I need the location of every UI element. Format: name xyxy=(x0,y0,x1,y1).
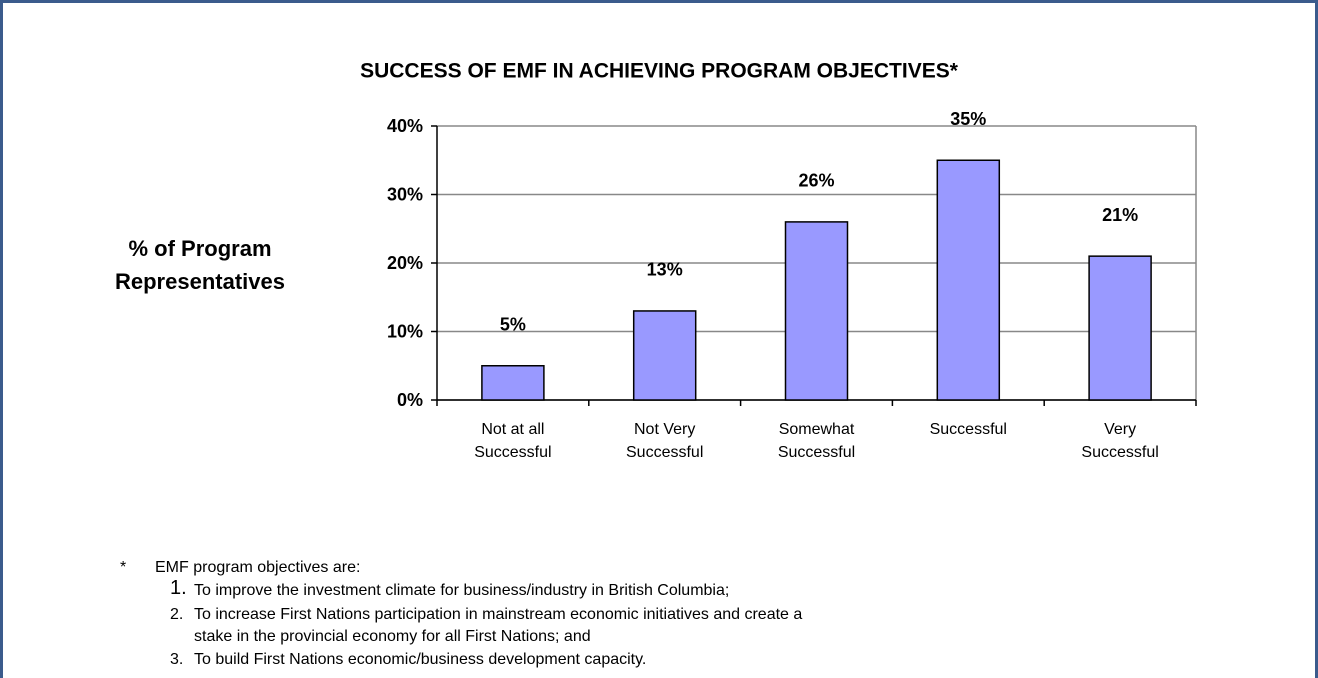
value-label: 26% xyxy=(798,171,834,191)
x-tick-label: Successful xyxy=(929,421,1007,438)
value-label: 35% xyxy=(950,109,986,129)
note-item-text: To improve the investment climate for bu… xyxy=(194,582,730,599)
y-axis-label: % of Program Representatives xyxy=(115,236,285,294)
x-tick-label: Not at all Successful xyxy=(474,421,552,461)
chart-title: SUCCESS OF EMF IN ACHIEVING PROGRAM OBJE… xyxy=(360,60,959,83)
note-item-text: To build First Nations economic/business… xyxy=(194,651,647,668)
bar xyxy=(481,365,545,401)
bar xyxy=(936,159,1001,401)
bar xyxy=(632,310,697,401)
note-text: EMF program objectives are: xyxy=(155,559,361,576)
note-item-text: To increase First Nations participation … xyxy=(194,606,803,645)
value-label: 21% xyxy=(1102,205,1138,225)
bar xyxy=(784,221,849,401)
bar xyxy=(1088,255,1152,401)
note-item-number: 3. xyxy=(170,651,184,668)
x-tick-label: Not Very Successful xyxy=(626,421,704,461)
note-item-number: 1. xyxy=(170,577,187,599)
y-tick-label: 10% xyxy=(387,321,423,341)
y-tick-label: 30% xyxy=(387,184,423,204)
value-label: 13% xyxy=(647,260,683,280)
x-tick-label: Somewhat Successful xyxy=(777,421,856,461)
y-tick-label: 0% xyxy=(397,390,423,410)
y-tick-label: 20% xyxy=(387,253,423,273)
note-marker: * xyxy=(120,559,127,576)
y-tick-label: 40% xyxy=(387,116,423,136)
x-tick-label: Very Successful xyxy=(1081,421,1159,461)
note-item-number: 2. xyxy=(170,606,184,623)
value-label: 5% xyxy=(500,315,526,335)
